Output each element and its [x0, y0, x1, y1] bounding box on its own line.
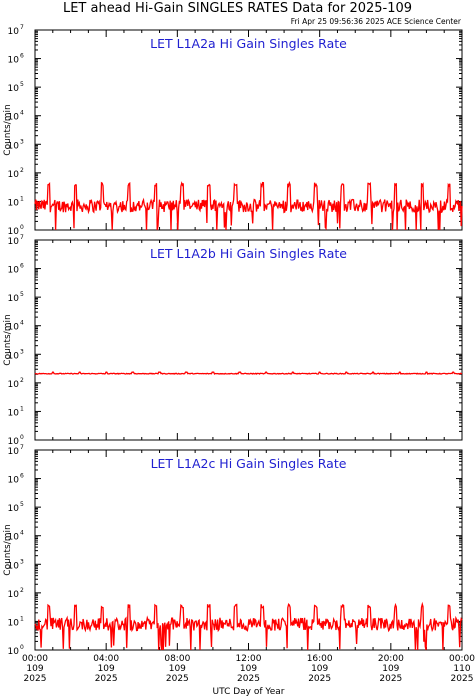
x-tick-label: 20:00 [378, 654, 404, 664]
y-tick-label: 10 [8, 84, 20, 94]
y-tick-exponent: 3 [20, 558, 24, 565]
y-tick-exponent: 5 [20, 81, 24, 88]
x-tick-label: 2025 [166, 674, 189, 684]
y-tick-label: 10 [8, 408, 20, 418]
series-line [34, 371, 462, 375]
y-tick-exponent: 7 [20, 24, 24, 31]
x-tick-label: 16:00 [307, 654, 333, 664]
x-tick-label: 2025 [24, 674, 47, 684]
series-line [34, 601, 463, 651]
y-tick-exponent: 7 [20, 234, 24, 241]
y-tick-exponent: 2 [20, 167, 24, 174]
y-tick-exponent: 1 [20, 405, 24, 412]
x-tick-label: 109 [169, 664, 186, 674]
y-tick-exponent: 0 [20, 644, 24, 651]
panel-title: LET L1A2a Hi Gain Singles Rate [150, 36, 347, 51]
y-tick-label: 10 [8, 237, 20, 247]
y-tick-label: 10 [8, 323, 20, 333]
y-tick-label: 10 [8, 56, 20, 66]
y-tick-exponent: 4 [20, 110, 24, 117]
y-tick-exponent: 6 [20, 263, 24, 270]
x-tick-label: 04:00 [93, 654, 119, 664]
y-tick-exponent: 5 [20, 501, 24, 508]
x-tick-label: 2025 [308, 674, 331, 684]
plot-frame [34, 29, 463, 231]
y-tick-label: 10 [8, 266, 20, 276]
y-tick-label: 10 [8, 447, 20, 457]
x-tick-label: 12:00 [236, 654, 262, 664]
x-tick-label: 00:00 [22, 654, 48, 664]
x-tick-label: 109 [98, 664, 115, 674]
x-tick-label: 08:00 [164, 654, 190, 664]
y-axis-title: Counts/min [3, 524, 13, 575]
series-line [34, 180, 463, 231]
y-axis-title: Counts/min [3, 314, 13, 365]
y-tick-label: 10 [8, 294, 20, 304]
x-tick-label: 00:00 [449, 654, 475, 664]
y-tick-label: 10 [8, 437, 20, 447]
plot-frame [34, 239, 463, 441]
y-tick-label: 10 [8, 198, 20, 208]
y-tick-exponent: 2 [20, 587, 24, 594]
x-tick-label: 110 [453, 664, 470, 674]
y-tick-exponent: 4 [20, 320, 24, 327]
y-tick-label: 10 [8, 647, 20, 657]
panel-title: LET L1A2c Hi Gain Singles Rate [151, 456, 347, 471]
y-tick-label: 10 [8, 380, 20, 390]
y-axis-title: Counts/min [3, 104, 13, 155]
y-tick-label: 10 [8, 227, 20, 237]
x-tick-label: 109 [26, 664, 43, 674]
y-tick-exponent: 0 [20, 434, 24, 441]
y-tick-exponent: 3 [20, 138, 24, 145]
page-title: LET ahead Hi-Gain SINGLES RATES Data for… [62, 1, 413, 16]
y-tick-label: 10 [8, 170, 20, 180]
y-tick-exponent: 6 [20, 473, 24, 480]
x-tick-label: 109 [311, 664, 328, 674]
y-tick-label: 10 [8, 618, 20, 628]
y-tick-exponent: 6 [20, 53, 24, 60]
y-tick-exponent: 4 [20, 530, 24, 537]
y-tick-label: 10 [8, 113, 20, 123]
y-tick-label: 10 [8, 141, 20, 151]
x-tick-label: 2025 [379, 674, 402, 684]
y-tick-exponent: 1 [20, 195, 24, 202]
panel-title: LET L1A2b Hi Gain Singles Rate [150, 246, 347, 261]
x-tick-label: 109 [240, 664, 257, 674]
y-tick-label: 10 [8, 476, 20, 486]
x-axis-title: UTC Day of Year [213, 687, 285, 697]
y-tick-exponent: 1 [20, 615, 24, 622]
y-tick-label: 10 [8, 561, 20, 571]
y-tick-exponent: 3 [20, 348, 24, 355]
x-tick-label: 2025 [237, 674, 260, 684]
timestamp: Fri Apr 25 09:56:36 2025 ACE Science Cen… [290, 17, 461, 26]
x-tick-label: 109 [382, 664, 399, 674]
x-tick-label: 2025 [95, 674, 118, 684]
y-tick-exponent: 7 [20, 444, 24, 451]
x-tick-label: 2025 [451, 674, 474, 684]
y-tick-exponent: 0 [20, 224, 24, 231]
y-tick-exponent: 2 [20, 377, 24, 384]
y-tick-label: 10 [8, 590, 20, 600]
y-tick-label: 10 [8, 504, 20, 514]
y-tick-label: 10 [8, 351, 20, 361]
y-tick-exponent: 5 [20, 291, 24, 298]
y-tick-label: 10 [8, 533, 20, 543]
y-tick-label: 10 [8, 27, 20, 37]
